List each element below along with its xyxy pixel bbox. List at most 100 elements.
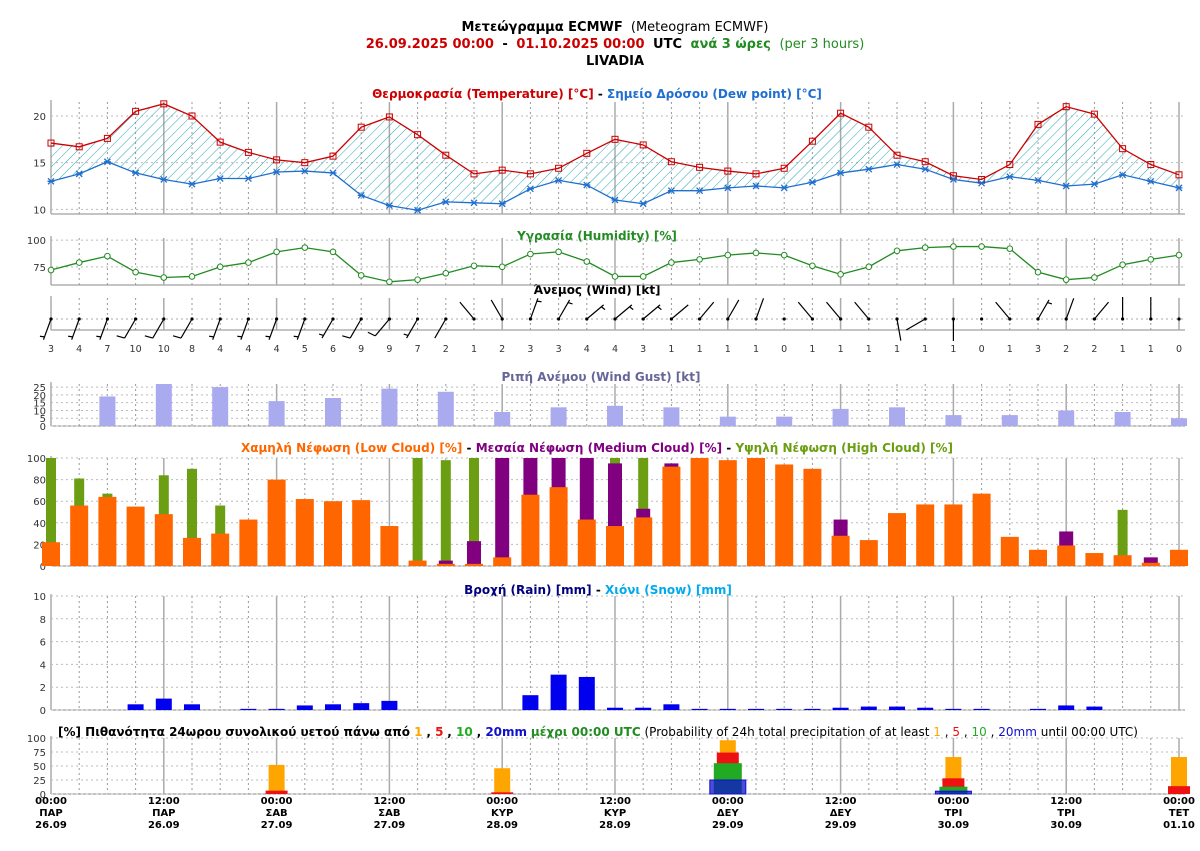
x-tick-time: 00:00: [937, 796, 969, 807]
low-cloud-bar: [408, 560, 427, 566]
wind-barb: [726, 299, 740, 321]
wind-barb: [557, 299, 573, 321]
temperature-line: [50, 103, 1180, 181]
temperature-point: [752, 170, 760, 178]
temperature-point: [442, 151, 450, 159]
prob-title-until: μέχρι 00:00 UTC: [531, 725, 641, 739]
wind-barb: [96, 317, 109, 340]
prob-5mm-bar: [1168, 786, 1190, 794]
low-cloud-bar: [944, 504, 963, 566]
title-english: (Meteogram ECMWF): [631, 20, 769, 35]
temperature-point: [837, 109, 845, 117]
y-tick-label: 25: [33, 383, 46, 394]
x-tick-day: ΚΥΡ: [491, 808, 513, 819]
rain-bar: [804, 708, 821, 710]
y-tick-label: 15: [33, 159, 46, 170]
prob-5mm-bar: [265, 790, 288, 794]
low-cloud-bar: [1000, 536, 1019, 566]
prob-title-comma-3: ,: [477, 725, 486, 739]
dewpoint-point: [273, 168, 281, 176]
rain-bar: [522, 695, 539, 710]
wind-barb-staff: [797, 301, 813, 320]
rain-bar: [832, 707, 849, 710]
humidity-point: [724, 251, 732, 259]
gust-bar: [494, 412, 511, 426]
dewpoint-point: [442, 198, 450, 206]
dewpoint-point: [216, 175, 224, 182]
temperature-point: [1062, 103, 1070, 111]
wind-barb-staff: [374, 318, 390, 337]
y-tick-label: 2: [40, 683, 46, 694]
wind-barb-staff: [995, 301, 1011, 320]
x-tick-time: 12:00: [825, 796, 857, 807]
dewpoint-point: [978, 179, 986, 187]
humidity-point: [216, 263, 224, 271]
precip-panel-title: Βροχή (Rain) [mm] - Χιόνι (Snow) [mm]: [464, 583, 732, 597]
high-cloud-bar: [412, 458, 423, 566]
wind-barb: [1121, 297, 1125, 321]
dewpoint-point: [1062, 182, 1070, 190]
wind-barb: [318, 317, 335, 339]
low-cloud-bar: [577, 519, 596, 566]
wind-barb-half-feather: [1047, 301, 1053, 305]
rain-bar: [945, 708, 962, 710]
low-cloud-bar: [831, 535, 850, 566]
cloud-panel-title: Χαμηλή Νέφωση (Low Cloud) [%] - Μεσαία Ν…: [241, 441, 953, 455]
humidity-point: [527, 250, 534, 258]
date-separator: -: [502, 37, 507, 52]
humidity-point: [1119, 261, 1126, 269]
low-cloud-bar: [1029, 549, 1047, 566]
temperature-point: [1119, 145, 1127, 153]
humidity-point: [104, 252, 111, 260]
low-cloud-bar: [690, 458, 709, 566]
wind-speed-label: 5: [302, 344, 308, 355]
temperature-point: [498, 166, 506, 174]
wind-barb-station: [387, 317, 391, 321]
wind-barb-station: [1092, 317, 1096, 321]
x-tick-time: 12:00: [373, 796, 405, 807]
wind-speed-label: 7: [415, 344, 421, 355]
wind-barb-staff: [406, 318, 419, 339]
wind-speed-label: 4: [217, 344, 223, 355]
wind-barb-station: [218, 317, 222, 321]
wind-barb: [995, 301, 1012, 321]
prob-title-en-comma-3: ,: [991, 725, 999, 739]
gust-panel-title: Ριπή Ανέμου (Wind Gust) [kt]: [502, 370, 701, 384]
wind-speed-label: 1: [471, 344, 477, 355]
humidity-point: [921, 244, 929, 251]
wind-barb: [641, 304, 662, 321]
y-tick-label: 6: [40, 638, 46, 649]
x-tick-day: ΣΑΒ: [265, 808, 287, 819]
date-from: 26.09.2025 00:00: [366, 37, 494, 52]
x-tick-day: ΔΕΥ: [717, 808, 740, 819]
humidity-point: [47, 266, 55, 274]
x-tick-time: 00:00: [486, 796, 518, 807]
rain-bar: [973, 708, 990, 710]
dewpoint-point: [555, 176, 563, 184]
prob-title-en-comma-2: ,: [964, 725, 972, 739]
wind-barb-staff: [755, 298, 765, 320]
rain-bar: [353, 703, 370, 710]
wind-barb-station: [895, 317, 899, 321]
y-tick-label: 20: [33, 112, 46, 123]
wind-barb: [905, 317, 927, 331]
gust-chart: [99, 384, 1187, 426]
humidity-point: [780, 251, 788, 259]
wind-barb-station: [557, 317, 561, 321]
low-cloud-bar: [1141, 562, 1160, 566]
low-cloud-bar: [380, 526, 399, 566]
wind-barb-station: [839, 317, 843, 321]
dewpoint-point: [724, 184, 732, 192]
dewpoint-point: [893, 161, 901, 168]
y-tick-label: 20: [33, 391, 46, 402]
wind-barb-station: [613, 317, 617, 321]
wind-barb-feather: [342, 335, 351, 339]
prob-1mm-bar: [494, 768, 511, 794]
prob-1mm-bar: [268, 764, 285, 794]
wind-barb: [754, 298, 765, 321]
temperature-point: [103, 134, 111, 142]
wind-speed-label: 1: [1007, 344, 1013, 355]
wind-barb: [367, 317, 391, 337]
wind-barb-station: [810, 317, 815, 321]
